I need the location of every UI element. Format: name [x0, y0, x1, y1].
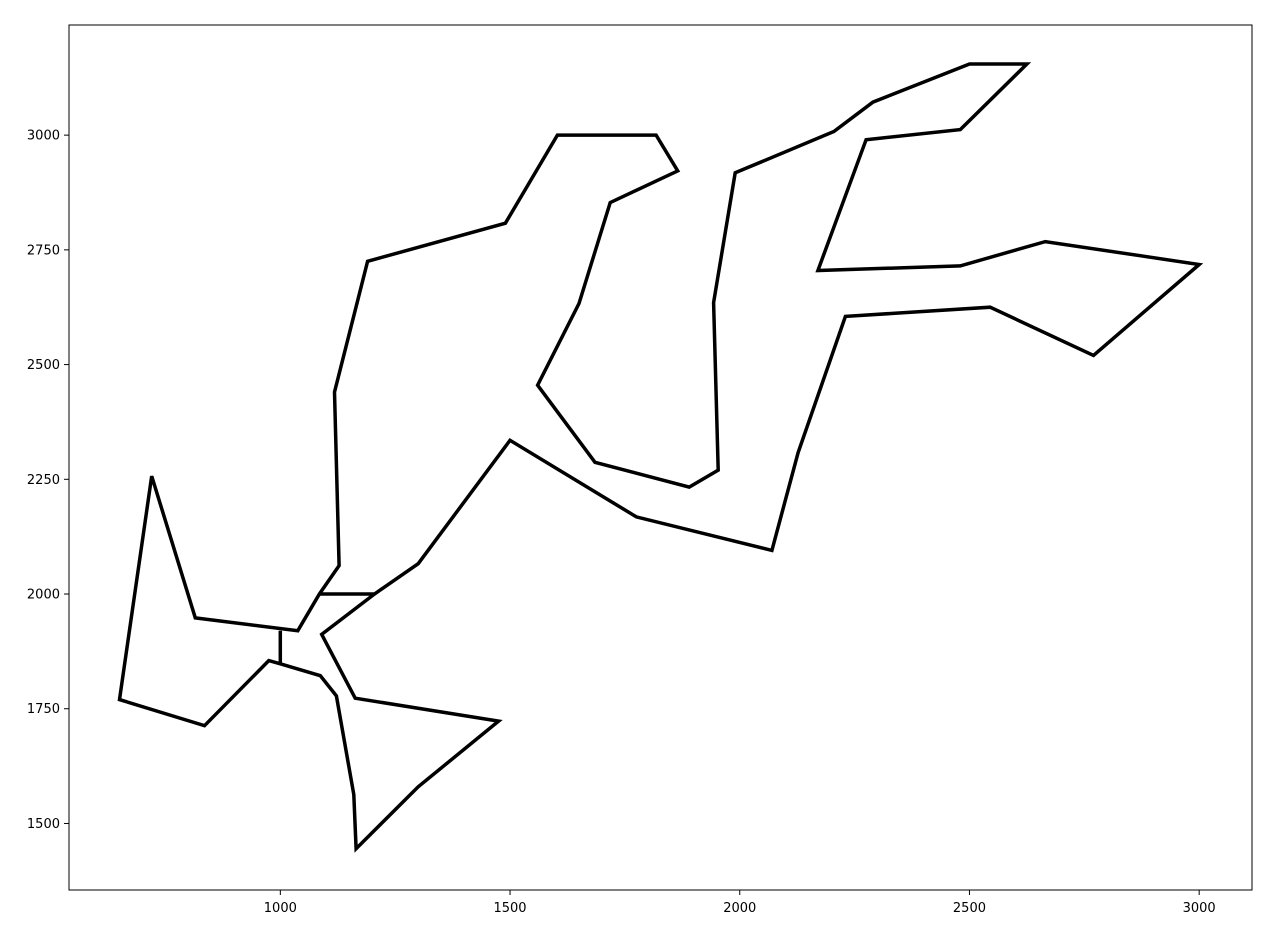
- y-tick-label: 2000: [27, 588, 60, 603]
- y-tick-label: 2500: [27, 358, 60, 373]
- y-axis-ticks: 1500 1750 2000 2250 2500 2750 3000: [27, 129, 69, 832]
- x-axis-ticks: 1000 1500 2000 2500 3000: [264, 890, 1216, 916]
- y-tick-label: 2750: [27, 243, 60, 258]
- y-tick-label: 1500: [27, 817, 60, 832]
- plot-background: [69, 25, 1252, 890]
- x-tick-label: 3000: [1183, 901, 1216, 916]
- y-tick-label: 3000: [27, 129, 60, 144]
- series-line-0: [117, 62, 1204, 853]
- x-tick-label: 1500: [493, 901, 526, 916]
- plot-frame: [68, 24, 1253, 891]
- x-tick-label: 2000: [723, 901, 756, 916]
- series-layer: [117, 62, 1204, 853]
- y-tick-label: 2250: [27, 473, 60, 488]
- y-tick-label: 1750: [27, 702, 60, 717]
- x-tick-label: 1000: [264, 901, 297, 916]
- x-tick-label: 2500: [953, 901, 986, 916]
